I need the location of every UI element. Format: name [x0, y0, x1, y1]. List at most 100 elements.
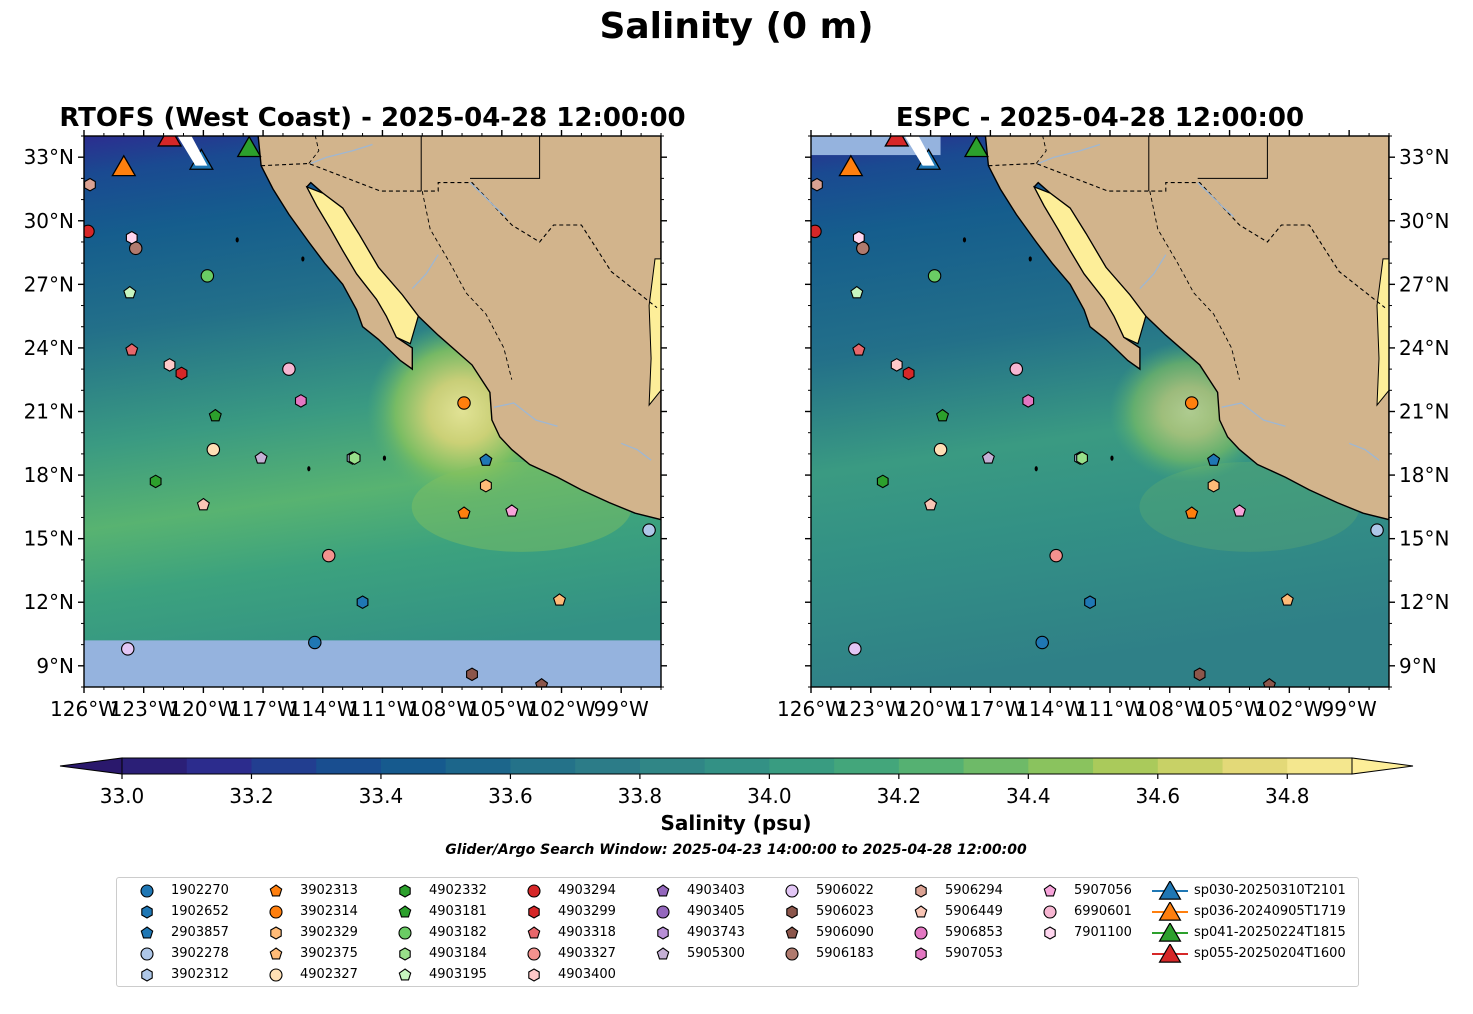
river: [1139, 254, 1167, 290]
colorbar-extend-high: [1351, 757, 1414, 775]
state-border: [421, 191, 513, 380]
legend-label: 6990601: [1074, 904, 1132, 919]
colorbar-bin: [122, 758, 188, 774]
legend-float-marker: [1043, 905, 1057, 919]
legend-float-marker: [398, 926, 412, 940]
state-border: [1035, 136, 1047, 164]
float-marker-5906022: [848, 642, 862, 656]
colorbar-bin: [1157, 758, 1224, 774]
river: [310, 143, 373, 165]
legend-label: 5906449: [945, 904, 1003, 919]
float-marker-4903327: [321, 548, 336, 563]
float-marker-5907053: [1022, 394, 1035, 408]
float-marker-6990601: [1009, 362, 1024, 376]
float-marker-4903294: [84, 224, 95, 239]
glider-marker-sp036-20240905T1719: [838, 154, 864, 177]
colorbar-tick-label: 34.4: [1006, 784, 1051, 808]
legend-symbol: [785, 947, 799, 961]
legend-label: sp041-20250224T1815: [1194, 925, 1346, 940]
float-marker-4902332: [876, 474, 889, 489]
legend-symbol: [914, 905, 928, 918]
legend-label: sp036-20240905T1719: [1194, 904, 1346, 919]
float-marker-4903195: [850, 285, 864, 299]
legend-label: 1902270: [171, 883, 229, 898]
legend-label: 5906853: [945, 925, 1003, 940]
lon-tick-label: 117°W: [956, 697, 1024, 721]
lat-tick-label: 24°N: [1399, 336, 1449, 360]
colorbar-bin: [380, 758, 447, 774]
legend-symbol: [656, 884, 670, 897]
state-border: [308, 136, 320, 164]
river: [1197, 182, 1234, 217]
legend-symbol: [269, 947, 283, 960]
colorbar-label: Salinity (psu): [660, 811, 811, 835]
legend-label: 5906090: [816, 925, 874, 940]
float-marker-5906090: [535, 678, 549, 687]
panel-title: RTOFS (West Coast) - 2025-04-28 12:00:00: [59, 103, 685, 133]
legend-symbol: [398, 968, 412, 981]
legend-label: 7901100: [1074, 925, 1132, 940]
colorbar-frame: [121, 757, 1353, 775]
float-marker-5906022: [121, 642, 135, 656]
lat-tick-label: 15°N: [24, 527, 74, 551]
legend-symbol: [1152, 923, 1188, 942]
float-marker-7901100: [852, 230, 865, 245]
legend-symbol: [914, 926, 928, 940]
legend-label: sp030-20250310T2101: [1194, 883, 1346, 898]
float-marker-4902327: [933, 442, 948, 457]
legend-float-marker: [269, 947, 283, 960]
legend-float-marker: [398, 968, 412, 981]
lat-tick-label: 18°N: [24, 463, 74, 487]
legend-float-marker: [527, 926, 541, 939]
lon-tick-label: 120°W: [897, 697, 965, 721]
lon-tick-label: 117°W: [229, 697, 297, 721]
colorbar-bin: [186, 758, 252, 774]
glider-marker-sp041-20250224T1815: [963, 136, 989, 158]
legend-symbol: [1044, 926, 1056, 940]
river: [469, 182, 507, 217]
float-marker-4903181: [208, 408, 222, 422]
gulf-of-california: [305, 185, 419, 345]
float-marker-5905300: [981, 451, 995, 464]
lat-tick-label: 30°N: [1399, 209, 1449, 233]
lon-tick-label: 123°W: [110, 697, 178, 721]
legend-glider-marker: [1158, 923, 1182, 942]
legend-float-marker: [527, 947, 541, 961]
lon-tick-label: 108°W: [1136, 697, 1204, 721]
legend-label: 5906023: [816, 904, 874, 919]
lat-tick-label: 21°N: [24, 400, 74, 424]
legend-symbol: [398, 926, 412, 940]
float-marker-4902327: [206, 442, 221, 457]
float-marker-3902278: [1370, 523, 1384, 537]
legend-label: 5907056: [1074, 883, 1132, 898]
colorbar-tick-label: 34.2: [877, 784, 922, 808]
no-data-band: [84, 640, 661, 687]
island: [307, 466, 311, 472]
legend-float-marker: [786, 905, 798, 919]
legend-float-marker: [398, 905, 412, 918]
legend-symbol: [140, 947, 154, 961]
colorbar-bin: [1028, 758, 1094, 774]
gulf-of-mexico-edge: [648, 258, 661, 407]
lat-tick-label: 12°N: [24, 590, 74, 614]
lat-tick-label: 27°N: [1399, 272, 1449, 296]
lon-tick-label: 99°W: [1322, 697, 1377, 721]
glider-track: [904, 136, 935, 166]
colorbar-tick-label: 34.8: [1265, 784, 1310, 808]
legend-label: 5906294: [945, 883, 1003, 898]
legend-symbol: [528, 968, 540, 982]
float-marker-4903299: [175, 366, 188, 381]
float-marker-3902375: [552, 593, 567, 606]
float-marker-5906449: [924, 497, 938, 511]
colorbar-bin: [769, 758, 835, 774]
float-marker-4903400: [163, 358, 176, 372]
legend-float-marker: [269, 968, 283, 982]
float-marker-4903318: [125, 343, 139, 356]
glider-marker-sp041-20250224T1815: [236, 136, 262, 158]
legend-float-marker: [914, 905, 928, 918]
lon-tick-label: 105°W: [468, 697, 536, 721]
legend-symbol: [398, 905, 412, 918]
float-marker-5906023: [1193, 667, 1206, 682]
map-panel-rtofs: 33°N 30°N 27°N 24°N 21°N 18°N 15°N 12°N 9°N 126°W…: [24, 103, 686, 721]
